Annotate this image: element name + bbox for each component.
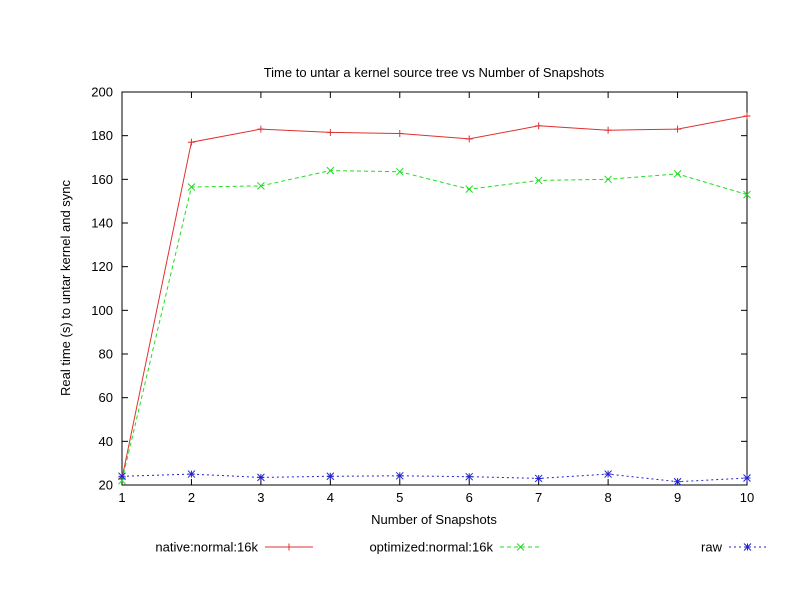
- data-point: [534, 176, 543, 185]
- data-point: [187, 138, 195, 146]
- y-tick-label: 40: [99, 434, 113, 449]
- series-2: [118, 166, 751, 485]
- y-tick-label: 180: [91, 128, 113, 143]
- data-point: [673, 170, 682, 178]
- data-point: [604, 126, 612, 134]
- x-tick-label: 2: [188, 490, 195, 505]
- x-axis-label: Number of Snapshots: [371, 512, 497, 527]
- x-tick-label: 3: [257, 490, 264, 505]
- series-1: [118, 112, 751, 482]
- y-tick-label: 120: [91, 259, 113, 274]
- data-point: [187, 470, 196, 478]
- legend-marker: [743, 543, 752, 551]
- data-point: [257, 182, 265, 190]
- legend-label: optimized:normal:16k: [369, 540, 493, 555]
- y-tick-label: 140: [91, 216, 113, 231]
- legend-label: raw: [701, 540, 723, 555]
- data-point: [535, 122, 543, 130]
- series-3: [118, 470, 751, 486]
- legend-item-2: optimized:normal:16k: [369, 540, 541, 555]
- legend-marker: [516, 543, 525, 551]
- x-tick-label: 1: [118, 490, 125, 505]
- legend-label: native:normal:16k: [155, 540, 258, 555]
- y-tick-label: 20: [99, 478, 113, 493]
- x-tick-label: 5: [396, 490, 403, 505]
- x-tick-label: 8: [604, 490, 611, 505]
- y-tick-label: 80: [99, 347, 113, 362]
- x-axis: 1 2 3 4 5 6 7 8 9 10: [118, 92, 754, 505]
- x-tick-label: 9: [674, 490, 681, 505]
- legend-marker: [285, 543, 293, 551]
- data-point: [257, 125, 265, 133]
- data-point: [465, 185, 474, 194]
- series-layer: [118, 112, 751, 486]
- y-tick-label: 60: [99, 390, 113, 405]
- data-point: [395, 167, 404, 176]
- y-tick-label: 200: [91, 85, 113, 100]
- chart-title: Time to untar a kernel source tree vs Nu…: [264, 65, 605, 80]
- data-point: [187, 183, 196, 191]
- data-point: [604, 470, 612, 478]
- legend-item-3: raw: [701, 540, 766, 555]
- data-point: [396, 129, 404, 137]
- y-tick-label: 160: [91, 172, 113, 187]
- data-point: [743, 190, 751, 199]
- y-axis-label: Real time (s) to untar kernel and sync: [58, 179, 73, 396]
- series-line: [121, 170, 748, 481]
- plot-frame: [121, 91, 748, 486]
- data-point: [604, 175, 612, 184]
- data-point: [326, 472, 335, 481]
- data-point: [118, 472, 126, 481]
- data-point: [395, 471, 404, 480]
- x-tick-label: 6: [466, 490, 473, 505]
- legend: native:normal:16k optimized:normal:16k raw: [155, 540, 766, 555]
- data-point: [673, 477, 682, 486]
- data-point: [326, 166, 335, 175]
- x-tick-label: 10: [740, 490, 754, 505]
- y-axis: 20 40 60 80 100 120 140 160 180 200: [91, 85, 747, 493]
- data-point: [534, 474, 543, 483]
- x-tick-label: 7: [535, 490, 542, 505]
- data-point: [326, 128, 334, 136]
- series-line: [121, 115, 748, 479]
- data-point: [743, 112, 751, 120]
- data-point: [465, 135, 473, 143]
- data-point: [674, 125, 682, 133]
- x-tick-label: 4: [327, 490, 334, 505]
- data-point: [743, 474, 751, 482]
- data-point: [465, 472, 474, 481]
- series-line: [121, 473, 748, 483]
- y-tick-label: 100: [91, 303, 113, 318]
- data-point: [257, 473, 265, 482]
- legend-item-1: native:normal:16k: [155, 540, 313, 555]
